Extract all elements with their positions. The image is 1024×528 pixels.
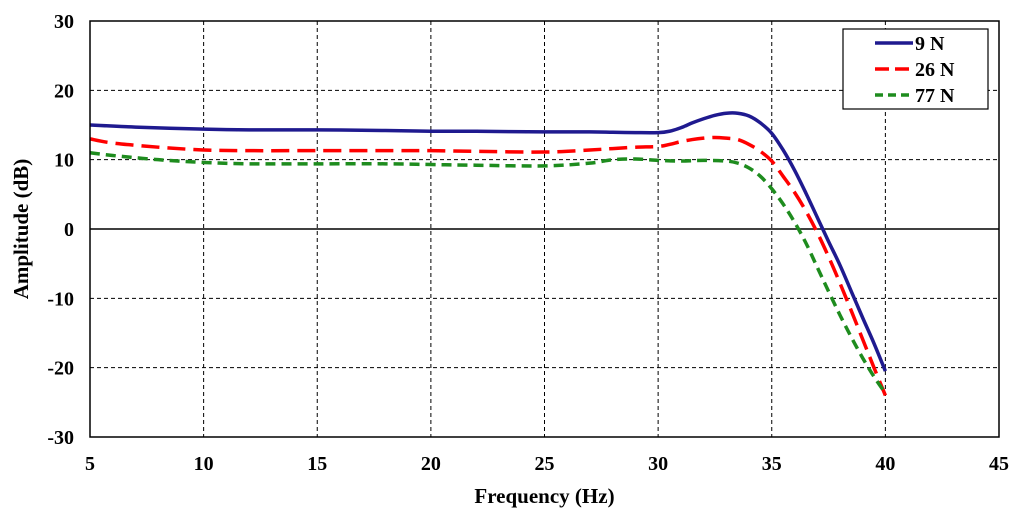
y-tick-label: -30 — [47, 427, 74, 449]
x-tick-label: 35 — [762, 453, 782, 475]
x-tick-label: 25 — [535, 453, 555, 475]
tick-label-layer: 5 10 15 20 25 30 35 40 45 -30 -20 -10 0 10 20 30 — [47, 11, 1009, 475]
x-tick-label: 20 — [421, 453, 441, 475]
x-tick-label: 10 — [194, 453, 214, 475]
x-tick-label: 15 — [307, 453, 327, 475]
y-tick-label: 10 — [54, 150, 74, 172]
x-tick-label: 45 — [989, 453, 1009, 475]
series-line-2 — [89, 135, 887, 397]
legend-label-2: 26 N — [915, 59, 955, 81]
y-tick-label: 0 — [64, 219, 74, 241]
series-line-1 — [89, 111, 887, 372]
legend-label-1: 9 N — [915, 33, 945, 55]
series-line-3 — [89, 150, 887, 395]
x-axis-title: Frequency (Hz) — [474, 484, 614, 508]
y-tick-label: -10 — [47, 288, 74, 310]
legend: 9 N 26 N 77 N — [842, 28, 989, 110]
x-tick-label: 5 — [85, 453, 95, 475]
y-axis-title: Amplitude (dB) — [9, 159, 33, 300]
y-tick-label: 20 — [54, 80, 74, 102]
plot-frame — [89, 20, 1000, 438]
y-tick-label: 30 — [54, 11, 74, 33]
x-tick-label: 30 — [648, 453, 668, 475]
y-tick-label: -20 — [47, 358, 74, 380]
x-tick-label: 40 — [875, 453, 895, 475]
series-layer — [89, 111, 887, 397]
legend-box — [842, 28, 989, 110]
legend-label-3: 77 N — [915, 85, 955, 107]
